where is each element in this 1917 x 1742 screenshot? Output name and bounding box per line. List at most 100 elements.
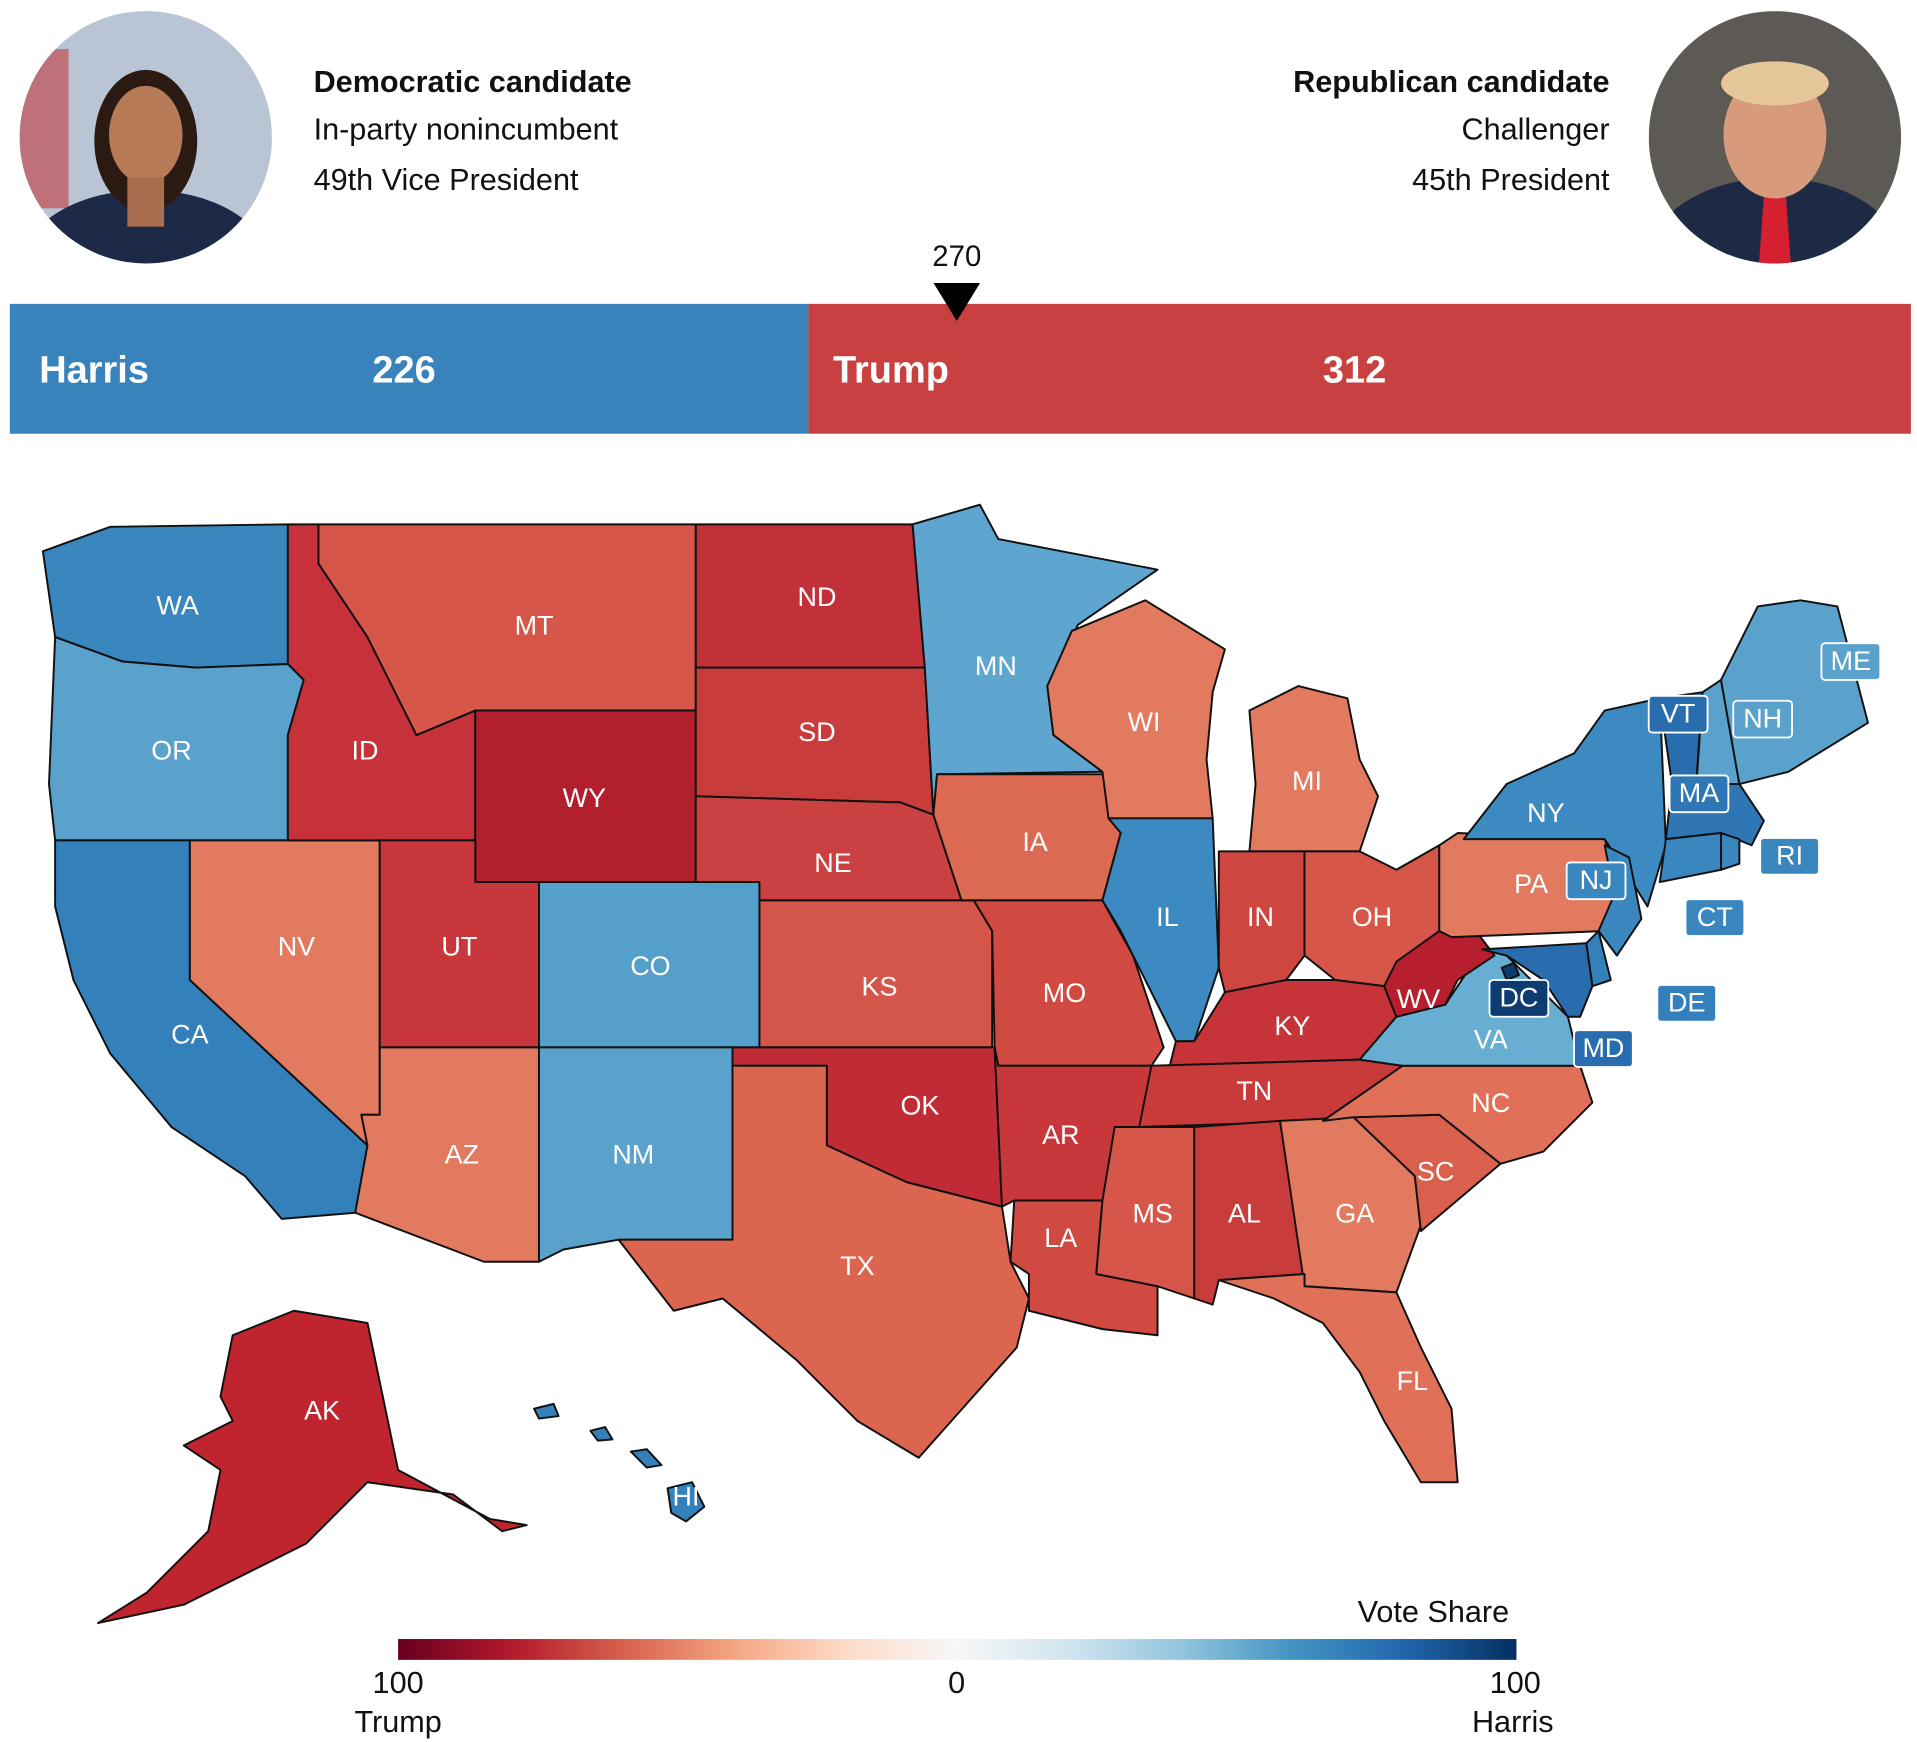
state-il[interactable]	[1101, 817, 1220, 1043]
dem-office: 49th Vice President	[314, 163, 579, 197]
state-label-box	[1820, 642, 1882, 681]
state-hi[interactable]	[589, 1426, 614, 1442]
state-dc[interactable]	[1500, 961, 1520, 981]
rep-candidate: Republican candidate Challenger 45th Pre…	[1293, 11, 1902, 264]
state-label-pa: PA	[1514, 869, 1548, 899]
rep-bar-segment	[808, 303, 1911, 434]
state-label-ok: OK	[900, 1091, 939, 1121]
state-label-id: ID	[352, 735, 379, 765]
state-label-vt: VT	[1661, 699, 1695, 729]
state-wv[interactable]	[1383, 930, 1496, 1018]
state-label-ga: GA	[1335, 1198, 1374, 1228]
state-label-tn: TN	[1236, 1076, 1272, 1106]
state-label-nc: NC	[1471, 1088, 1510, 1118]
state-label-me: ME	[1831, 646, 1871, 676]
legend-left-value: 100	[373, 1666, 424, 1700]
state-label-ri: RI	[1776, 841, 1803, 871]
threshold-label: 270	[932, 240, 981, 273]
legend-color-ramp	[398, 1639, 1517, 1660]
state-label-nm: NM	[612, 1140, 654, 1170]
state-label-nd: ND	[798, 582, 837, 612]
state-label-ky: KY	[1274, 1011, 1310, 1041]
state-fl[interactable]	[1217, 1273, 1459, 1484]
state-mi[interactable]	[1248, 685, 1380, 853]
rep-office: 45th President	[1412, 163, 1610, 197]
state-label-or: OR	[151, 735, 191, 765]
state-label-ma: MA	[1679, 778, 1719, 808]
state-label-ca: CA	[171, 1019, 208, 1049]
legend-mid-value: 0	[948, 1666, 965, 1700]
state-label-nj: NJ	[1580, 865, 1613, 895]
state-hi[interactable]	[629, 1448, 663, 1469]
state-label-tx: TX	[840, 1251, 874, 1281]
harris-portrait	[19, 11, 272, 264]
legend-left-name: Trump	[354, 1705, 441, 1739]
state-label-box	[1656, 983, 1718, 1023]
state-label-box	[1565, 861, 1627, 901]
dem-name: Harris	[39, 349, 149, 391]
dem-votes: 226	[372, 349, 435, 391]
rep-name: Trump	[833, 349, 949, 391]
rep-party-label: Republican candidate	[1293, 65, 1609, 99]
state-label-in: IN	[1247, 902, 1274, 932]
state-label-box	[1732, 699, 1793, 739]
rep-votes: 312	[1323, 349, 1386, 391]
state-label-az: AZ	[445, 1140, 479, 1170]
trump-portrait	[1648, 11, 1902, 264]
state-label-box	[1488, 979, 1550, 1018]
state-label-sc: SC	[1417, 1157, 1454, 1187]
state-label-il: IL	[1156, 902, 1178, 932]
state-label-box	[1647, 694, 1709, 734]
threshold-marker-icon	[933, 283, 981, 322]
state-label-fl: FL	[1397, 1366, 1428, 1396]
state-label-wv: WV	[1397, 984, 1440, 1014]
state-label-mo: MO	[1043, 978, 1086, 1008]
state-md[interactable]	[1481, 942, 1594, 1018]
state-label-box	[1573, 1029, 1634, 1068]
state-label-hi: HI	[672, 1481, 699, 1511]
dem-status: In-party nonincumbent	[314, 113, 619, 147]
state-label-wi: WI	[1128, 707, 1161, 737]
legend-title: Vote Share	[1358, 1595, 1509, 1629]
rep-status: Challenger	[1461, 113, 1609, 147]
state-label-de: DE	[1668, 988, 1705, 1018]
state-label-ct: CT	[1697, 902, 1733, 932]
state-label-va: VA	[1474, 1024, 1508, 1054]
state-ri[interactable]	[1720, 832, 1741, 871]
state-ks[interactable]	[758, 899, 994, 1049]
state-label-box	[1759, 837, 1820, 876]
state-label-ms: MS	[1132, 1198, 1172, 1228]
state-label-co: CO	[630, 951, 670, 981]
state-label-sd: SD	[798, 717, 835, 747]
state-label-nh: NH	[1743, 703, 1782, 733]
state-label-mi: MI	[1292, 766, 1322, 796]
dem-bar-segment	[9, 303, 809, 434]
state-label-box	[1684, 898, 1746, 937]
dem-candidate: Democratic candidate In-party nonincumbe…	[19, 11, 632, 264]
state-label-md: MD	[1582, 1033, 1624, 1063]
state-ct[interactable]	[1658, 832, 1722, 884]
state-hi[interactable]	[666, 1481, 706, 1523]
state-label-wy: WY	[563, 783, 606, 813]
legend-right-name: Harris	[1472, 1705, 1554, 1739]
electoral-vote-bar: Harris 226 Trump 312 270	[9, 240, 1911, 434]
state-label-la: LA	[1044, 1223, 1077, 1253]
state-me[interactable]	[1720, 599, 1869, 786]
state-label-wa: WA	[156, 591, 198, 621]
state-label-ak: AK	[304, 1396, 340, 1426]
state-label-oh: OH	[1352, 902, 1392, 932]
state-label-ar: AR	[1042, 1120, 1079, 1150]
state-label-mn: MN	[975, 651, 1017, 681]
state-label-dc: DC	[1499, 983, 1538, 1013]
state-label-ia: IA	[1022, 827, 1047, 857]
state-tx[interactable]	[617, 1064, 1030, 1459]
us-map: WA OR CA NV ID MT WY UT CO AZ NM ND SD NE KS OK TX MN IA MO…	[41, 503, 1882, 1625]
state-ak[interactable]	[97, 1309, 528, 1625]
state-label-ne: NE	[814, 848, 851, 878]
state-label-ut: UT	[441, 931, 477, 961]
state-wi[interactable]	[1046, 599, 1226, 820]
state-label-nv: NV	[278, 931, 315, 961]
state-hi[interactable]	[533, 1402, 560, 1420]
state-label-al: AL	[1228, 1198, 1261, 1228]
state-label-box	[1668, 774, 1730, 814]
